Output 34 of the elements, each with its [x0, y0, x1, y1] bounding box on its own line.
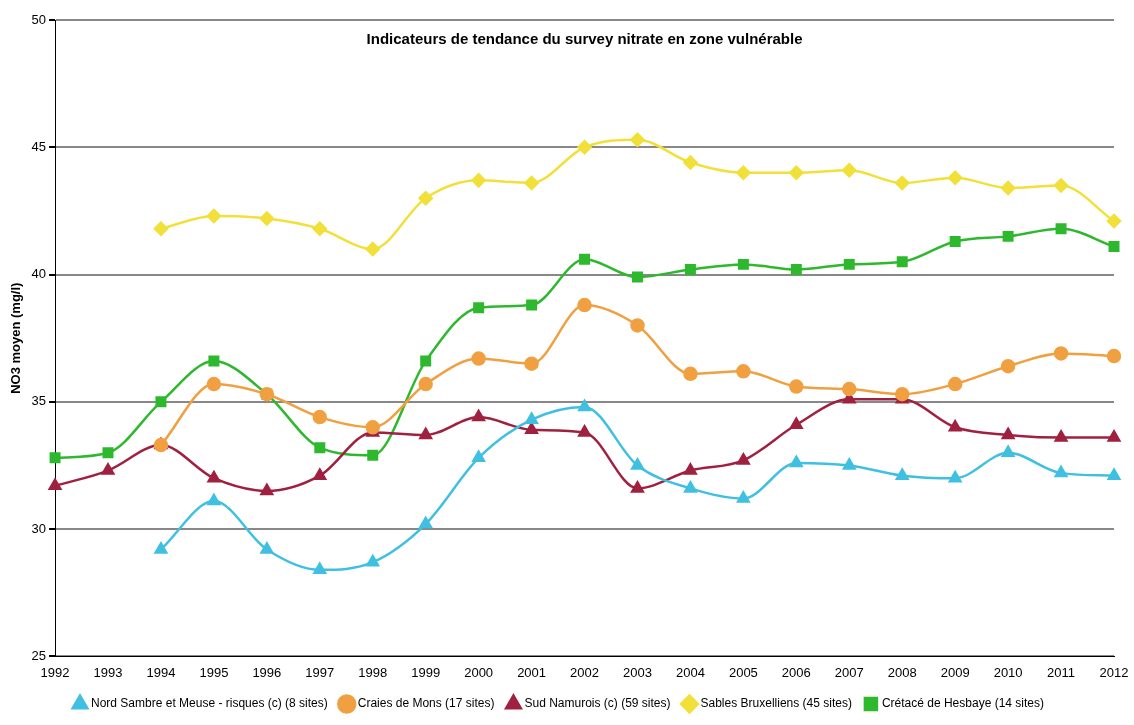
- x-tick-label: 2002: [570, 664, 599, 680]
- x-tick-label: 1995: [199, 664, 229, 680]
- x-tick-label: 1992: [40, 664, 70, 680]
- x-tick-label: 1996: [252, 664, 282, 680]
- x-tick-label: 1998: [358, 664, 388, 680]
- legend-label: Nord Sambre et Meuse - risques (c) (8 sites): [91, 696, 328, 711]
- x-tick-label: 2010: [993, 664, 1023, 680]
- y-tick-label: 40: [31, 266, 47, 282]
- x-tick-label: 1999: [411, 664, 441, 680]
- x-tick-label: 1994: [146, 664, 176, 680]
- x-tick-label: 2008: [887, 664, 917, 680]
- x-tick-label: 2006: [781, 664, 811, 680]
- x-tick-label: 2009: [940, 664, 970, 680]
- y-tick-label: 45: [31, 138, 47, 154]
- legend-label: Crétacé de Hesbaye (14 sites): [881, 696, 1044, 711]
- y-tick-label: 25: [31, 647, 47, 663]
- text: Indicateurs de tendance du survey nitrate en zone vulnérable: [366, 29, 803, 47]
- y-tick-label: 30: [31, 520, 47, 536]
- y-tick-label: 35: [31, 393, 47, 409]
- legend-label: Sud Namurois (c) (59 sites): [524, 696, 671, 711]
- x-tick-label: 1993: [93, 664, 123, 680]
- x-tick-label: 2012: [1099, 664, 1129, 680]
- x-tick-label: 2000: [464, 664, 494, 680]
- x-tick-label: 2001: [517, 664, 547, 680]
- x-tick-label: 2003: [623, 664, 652, 680]
- x-tick-label: 2011: [1047, 664, 1076, 680]
- legend-label: Craies de Mons (17 sites): [357, 696, 495, 711]
- x-tick-label: 2007: [834, 664, 864, 680]
- x-tick-label: 2004: [675, 664, 705, 680]
- x-tick-label: 1997: [305, 664, 335, 680]
- y-axis-title: NO3 moyen (mg/l): [8, 282, 24, 394]
- y-tick-label: 50: [31, 11, 47, 27]
- legend-label: Sables Bruxelliens (45 sites): [700, 696, 852, 711]
- x-tick-label: 2005: [728, 664, 758, 680]
